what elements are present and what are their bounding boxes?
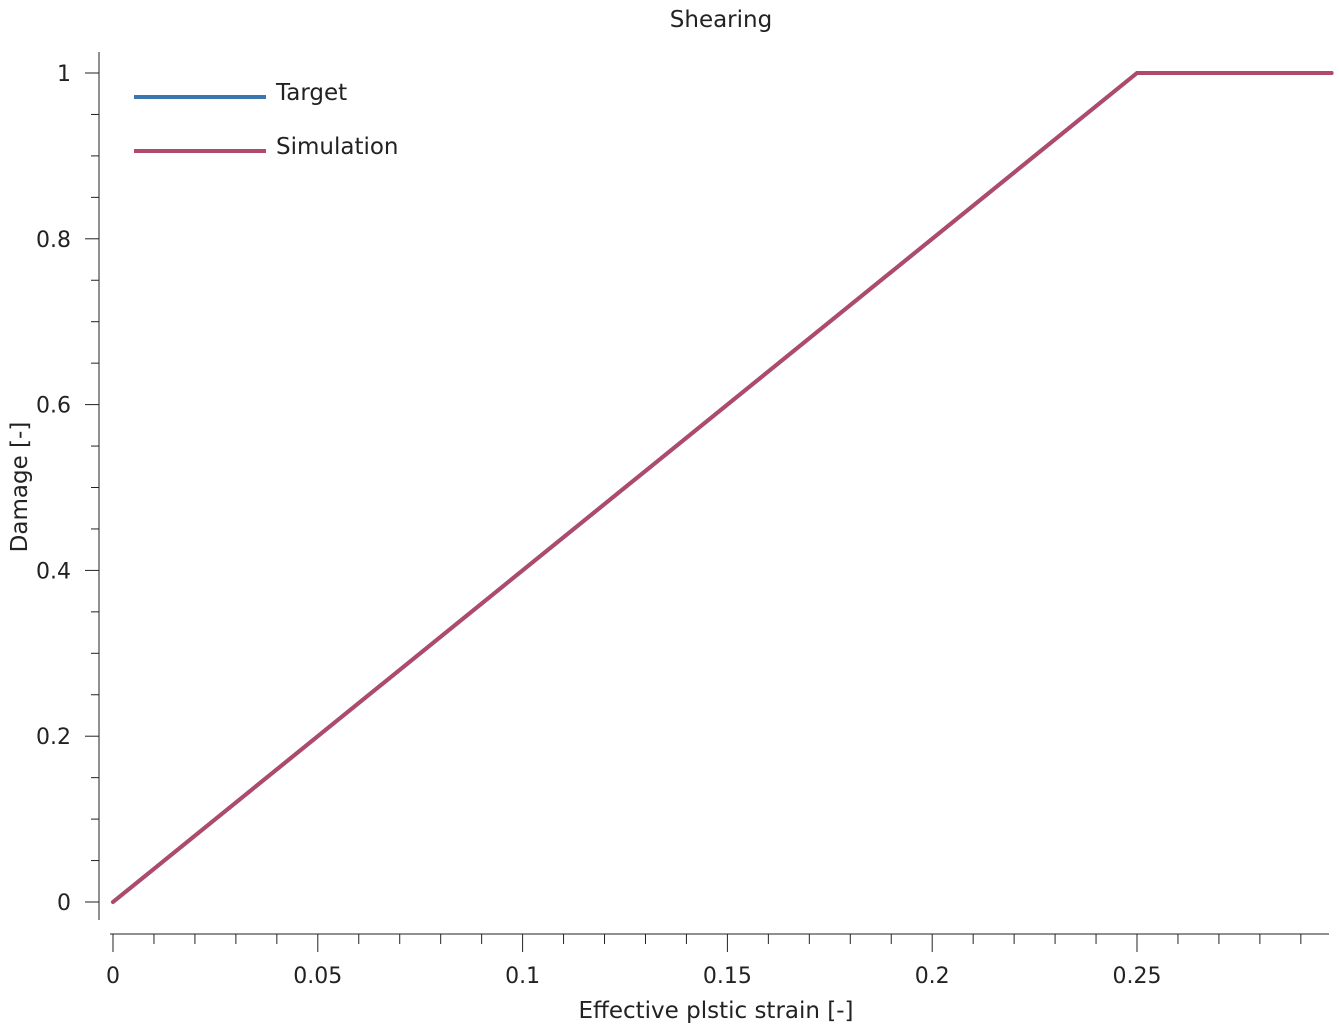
legend-label-target: Target: [275, 80, 347, 106]
y-tick-label: 0.4: [36, 559, 71, 584]
y-tick-label: 0: [57, 891, 71, 916]
x-axis-title: Effective plstic strain [-]: [578, 998, 853, 1024]
x-tick-label: 0.15: [703, 964, 752, 989]
y-axis: 0 0.2 0.4 0.6 0.8 1: [36, 52, 100, 920]
legend: Target Simulation: [134, 80, 399, 160]
y-tick-label: 0.2: [36, 725, 71, 750]
series-line-target: [111, 71, 1334, 904]
y-axis-title: Damage [-]: [7, 422, 33, 553]
y-tick-label: 0.6: [36, 394, 71, 419]
y-tick-label: 1: [57, 62, 71, 87]
plot-area: [111, 71, 1334, 904]
x-tick-label: 0.1: [505, 964, 540, 989]
x-tick-label: 0.05: [293, 964, 342, 989]
series-line-simulation: [111, 71, 1334, 904]
x-tick-label: 0.2: [915, 964, 950, 989]
chart-title: Shearing: [670, 7, 772, 33]
legend-label-simulation: Simulation: [276, 134, 399, 160]
y-tick-label: 0.8: [36, 228, 71, 253]
x-tick-label: 0.25: [1113, 964, 1162, 989]
x-tick-label: 0: [106, 964, 120, 989]
x-axis: 0 0.05 0.1 0.15 0.2 0.25: [106, 933, 1329, 989]
